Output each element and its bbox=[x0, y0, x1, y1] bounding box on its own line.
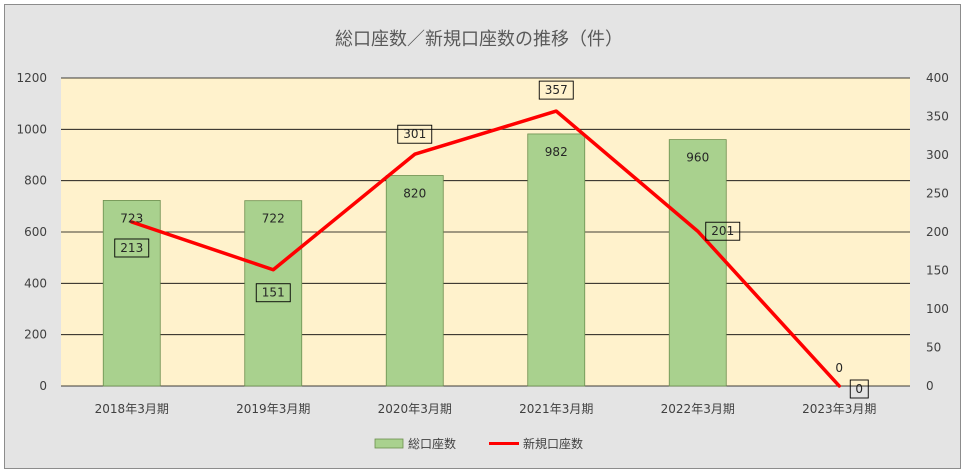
x-tick-label: 2021年3月期 bbox=[519, 402, 593, 416]
bar bbox=[244, 200, 303, 387]
y-right-tick-label: 150 bbox=[926, 264, 949, 278]
bar bbox=[668, 139, 727, 387]
line-data-label: 201 bbox=[711, 224, 734, 238]
y-right-tick-label: 0 bbox=[926, 379, 934, 393]
x-tick-label: 2022年3月期 bbox=[661, 402, 735, 416]
bar-data-label: 723 bbox=[120, 211, 143, 225]
line-data-label-box bbox=[705, 221, 741, 241]
bar-data-label: 0 bbox=[835, 361, 843, 375]
bar-data-label: 982 bbox=[545, 145, 568, 159]
line-data-label-box bbox=[255, 283, 291, 303]
line-data-label-box bbox=[114, 238, 150, 258]
line-data-label-box bbox=[397, 124, 433, 144]
line-data-label: 301 bbox=[403, 127, 426, 141]
combo-chart: 総口座数／新規口座数の推移（件） 02004006008001000120005… bbox=[16, 29, 948, 451]
y-right-tick-label: 300 bbox=[926, 148, 949, 162]
legend-swatch-total-accounts bbox=[374, 438, 404, 449]
line-data-label-box bbox=[538, 80, 574, 100]
y-right-tick-label: 200 bbox=[926, 225, 949, 239]
bar-data-label: 960 bbox=[686, 151, 709, 165]
y-left-tick-label: 0 bbox=[39, 379, 47, 393]
y-right-tick-label: 100 bbox=[926, 302, 949, 316]
y-left-tick-label: 1200 bbox=[16, 71, 47, 85]
x-tick-label: 2023年3月期 bbox=[802, 402, 876, 416]
y-right-tick-label: 50 bbox=[926, 341, 941, 355]
line-data-label: 213 bbox=[120, 241, 143, 255]
bar bbox=[102, 200, 161, 387]
chart-frame: 総口座数／新規口座数の推移（件） 0 200 400 600 800 1000 1200 0 5… bbox=[4, 4, 961, 469]
bar-data-label: 820 bbox=[403, 187, 426, 201]
bar bbox=[527, 133, 586, 387]
y-right-tick-label: 350 bbox=[926, 110, 949, 124]
y-left-tick-label: 1000 bbox=[16, 122, 47, 136]
x-tick-label: 2019年3月期 bbox=[236, 402, 310, 416]
plot-area: 0 200 400 600 800 1000 1200 0 50 100 150 200 250 300 3… bbox=[16, 71, 948, 416]
line-data-label: 0 bbox=[855, 382, 863, 396]
x-tick-label: 2020年3月期 bbox=[378, 402, 452, 416]
legend-label-new-accounts: 新規口座数 bbox=[523, 436, 583, 451]
line-data-label: 151 bbox=[262, 286, 285, 300]
line-data-label-box bbox=[849, 379, 869, 399]
y-left-tick-label: 200 bbox=[24, 328, 47, 342]
y-right-tick-label: 250 bbox=[926, 187, 949, 201]
y-left-tick-label: 600 bbox=[24, 225, 47, 239]
legend: 総口座数 新規口座数 bbox=[374, 436, 583, 451]
line-series-new-accounts bbox=[130, 109, 841, 388]
bar bbox=[385, 175, 444, 387]
chart-title: 総口座数／新規口座数の推移（件） bbox=[335, 29, 623, 50]
y-left-tick-label: 800 bbox=[24, 174, 47, 188]
y-right-tick-label: 400 bbox=[926, 71, 949, 85]
y-left-tick-label: 400 bbox=[24, 276, 47, 290]
legend-label-total-accounts: 総口座数 bbox=[408, 436, 456, 451]
line-data-label: 357 bbox=[545, 83, 568, 97]
bar-data-label: 722 bbox=[262, 212, 285, 226]
x-tick-label: 2018年3月期 bbox=[95, 402, 169, 416]
